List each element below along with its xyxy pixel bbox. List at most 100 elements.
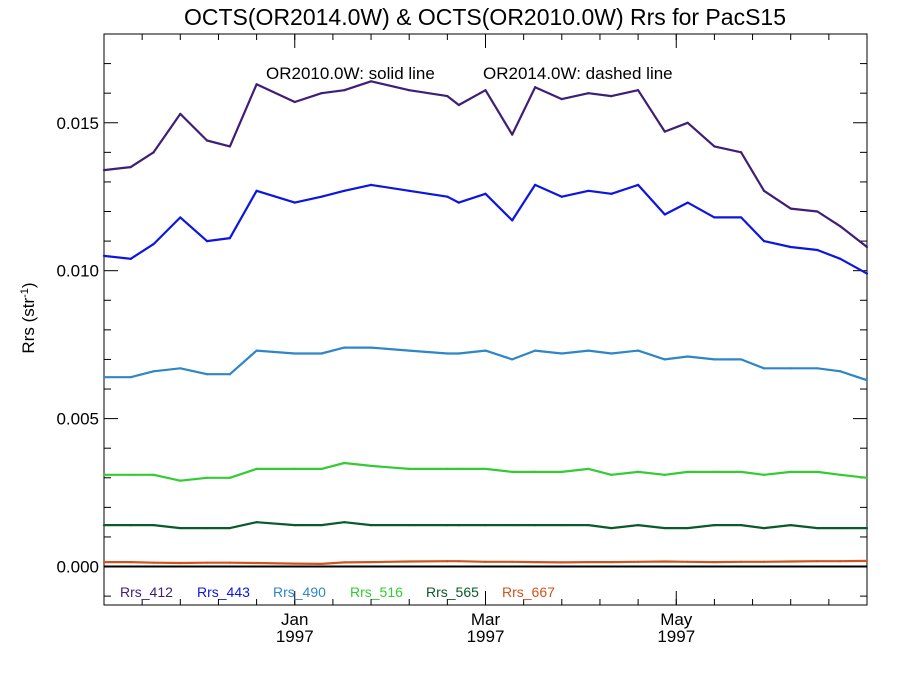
data-point <box>610 526 613 530</box>
y-tick-label: 0.005 <box>56 410 99 429</box>
data-point <box>205 139 209 142</box>
data-point <box>320 467 323 471</box>
data-point <box>343 89 346 92</box>
x-tick-month-label: Jan <box>281 610 308 629</box>
data-point <box>179 112 182 115</box>
data-point <box>205 373 209 376</box>
legend-entry: Rrs_412 <box>120 584 173 600</box>
data-point <box>320 562 323 565</box>
data-point <box>713 524 716 527</box>
data-point <box>446 524 449 527</box>
data-point <box>511 470 514 473</box>
data-point <box>637 183 640 186</box>
data-point <box>686 355 689 358</box>
data-point <box>408 524 411 527</box>
data-point <box>152 151 155 154</box>
data-point <box>789 245 792 249</box>
data-point <box>713 358 716 361</box>
data-point <box>762 367 766 370</box>
data-point <box>762 239 766 243</box>
data-point <box>637 560 640 563</box>
data-point <box>320 195 323 198</box>
data-point <box>369 183 373 186</box>
data-point <box>560 195 563 198</box>
data-point <box>610 192 613 195</box>
data-point <box>686 526 689 530</box>
data-point <box>343 346 346 349</box>
data-point <box>446 95 449 98</box>
data-point <box>129 561 132 564</box>
data-point <box>484 192 487 195</box>
data-point <box>816 210 819 213</box>
data-point <box>762 473 766 476</box>
data-point <box>637 524 640 527</box>
data-point <box>129 524 132 527</box>
data-point <box>408 467 411 471</box>
legend-entry: Rrs_490 <box>273 584 326 600</box>
data-point <box>816 367 819 370</box>
data-point <box>511 524 514 527</box>
data-point <box>663 358 666 361</box>
data-point <box>789 367 792 370</box>
series-dashed-line-rrs-490 <box>104 347 868 381</box>
data-point <box>457 201 460 204</box>
data-point <box>129 473 132 476</box>
data-point <box>446 560 449 563</box>
data-point <box>369 80 373 83</box>
data-point <box>484 89 487 92</box>
data-point <box>179 561 182 565</box>
data-point <box>762 189 766 192</box>
x-tick-year-label: 1997 <box>657 627 695 646</box>
data-point <box>587 349 590 352</box>
x-tick-month-label: May <box>660 610 693 629</box>
data-point <box>255 83 258 86</box>
data-point <box>686 121 689 124</box>
data-point <box>179 526 182 530</box>
series-dashed-line-rrs-412 <box>103 80 868 248</box>
y-tick-label: 0.010 <box>56 262 99 281</box>
data-point <box>152 473 155 476</box>
data-point <box>533 86 537 89</box>
data-point <box>343 461 346 465</box>
data-point <box>293 201 296 204</box>
data-point <box>560 470 563 473</box>
data-point <box>293 100 296 104</box>
data-point <box>816 248 819 252</box>
data-point <box>102 254 106 257</box>
data-point <box>446 195 449 198</box>
data-point <box>560 97 563 101</box>
data-point <box>293 562 296 565</box>
data-point <box>511 219 514 222</box>
data-point <box>587 92 590 95</box>
data-point <box>789 470 792 473</box>
data-point <box>320 352 323 355</box>
data-point <box>255 349 258 352</box>
data-point <box>255 189 258 192</box>
data-point <box>343 189 346 192</box>
legend-entry: Rrs_516 <box>350 584 403 600</box>
data-point <box>129 376 132 379</box>
data-point <box>663 560 666 563</box>
data-point <box>816 526 819 530</box>
data-point <box>587 467 590 471</box>
data-point <box>865 476 869 479</box>
data-point <box>610 473 613 476</box>
data-point <box>839 526 842 530</box>
data-point <box>713 470 716 473</box>
data-point <box>740 358 743 361</box>
data-point <box>663 130 666 133</box>
data-point <box>587 561 590 564</box>
data-point <box>533 524 537 527</box>
data-point <box>228 526 231 530</box>
data-point <box>762 526 766 530</box>
data-point <box>713 145 716 148</box>
data-point <box>457 560 460 563</box>
data-point <box>369 346 373 349</box>
y-axis-label: Rrs (str-1) <box>19 282 38 353</box>
annotation-dashed-line: OR2014.0W: dashed line <box>483 64 673 83</box>
data-point <box>511 358 514 361</box>
data-point <box>686 470 689 473</box>
data-point <box>152 524 155 527</box>
data-point <box>839 560 842 563</box>
